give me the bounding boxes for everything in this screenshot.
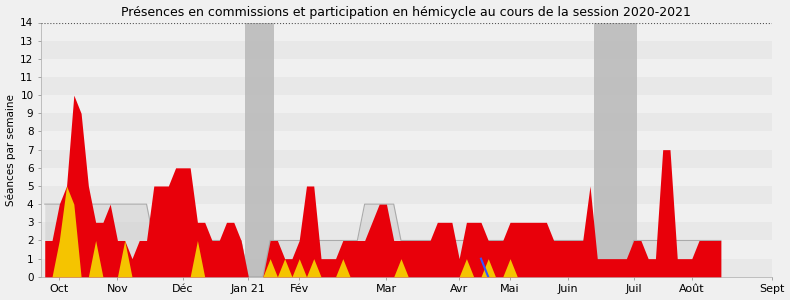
Bar <box>41 95 772 113</box>
Bar <box>41 204 772 222</box>
Title: Présences en commissions et participation en hémicycle au cours de la session 20: Présences en commissions et participatio… <box>122 6 691 19</box>
Bar <box>41 113 772 131</box>
Bar <box>41 150 772 168</box>
Bar <box>41 241 772 259</box>
Bar <box>593 22 638 277</box>
Bar <box>245 22 274 277</box>
Y-axis label: Séances par semaine: Séances par semaine <box>6 94 16 206</box>
Bar <box>41 41 772 59</box>
Bar <box>41 222 772 241</box>
Bar <box>41 22 772 41</box>
Bar <box>41 259 772 277</box>
Bar <box>41 186 772 204</box>
Bar <box>41 59 772 77</box>
Bar <box>41 168 772 186</box>
Bar <box>41 131 772 150</box>
Bar <box>41 77 772 95</box>
